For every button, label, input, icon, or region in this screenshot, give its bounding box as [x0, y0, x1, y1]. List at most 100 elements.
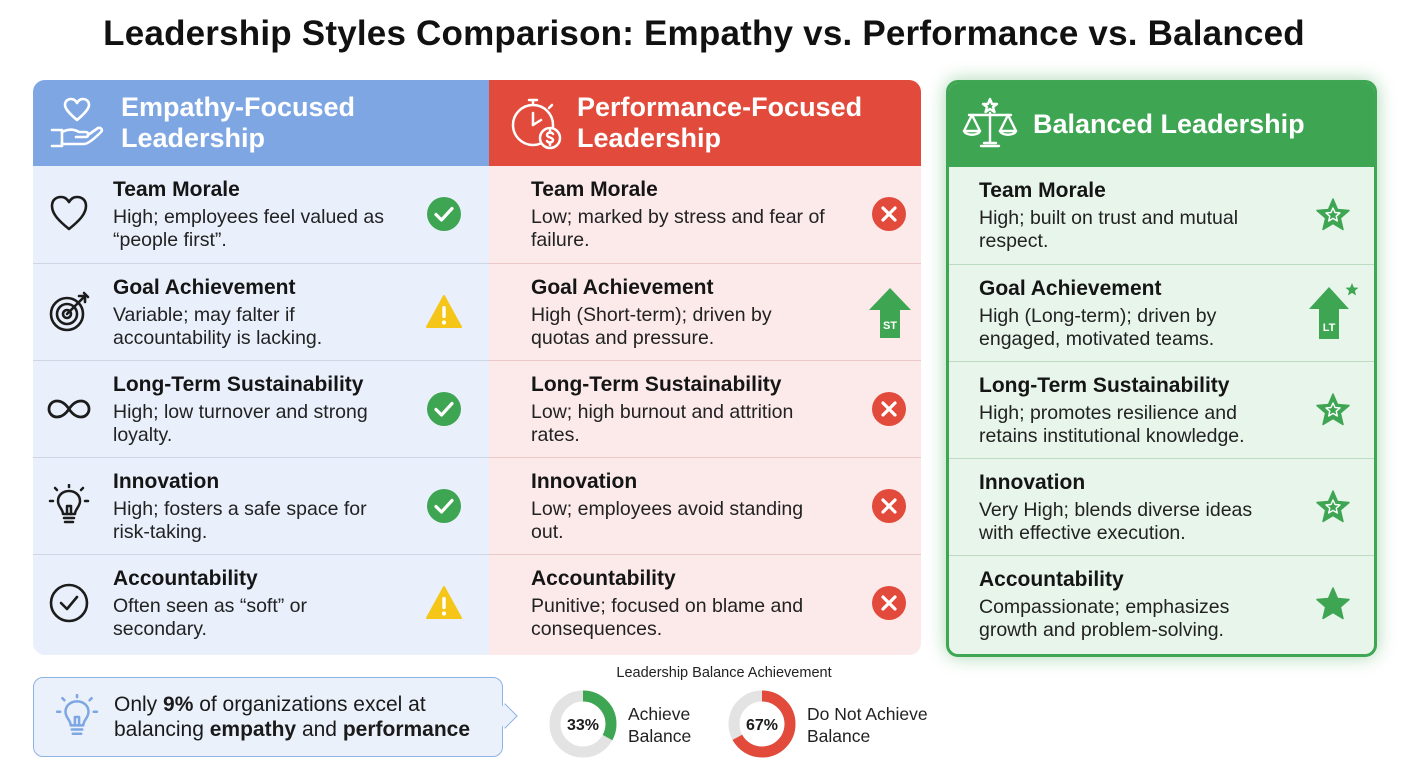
row-description-line1: Variable; may falter if — [113, 304, 295, 326]
row-title: Long-Term Sustainability — [531, 373, 782, 396]
check-icon — [427, 197, 461, 231]
empathy-row-long-term-sustainability: Long-Term Sustainability High; low turno… — [33, 360, 489, 457]
row-description: Variable; may falter if accountability i… — [113, 304, 413, 350]
check-circle-icon — [49, 583, 89, 623]
balanced-row-long-term-sustainability: Long-Term Sustainability High; promotes … — [949, 361, 1374, 458]
heart-icon — [50, 195, 88, 231]
performance-header: Performance-Focused Leadership — [489, 80, 921, 166]
row-description-line1: High; low turnover and strong — [113, 401, 368, 423]
balanced-header: Balanced Leadership — [949, 83, 1374, 167]
row-description: High; employees feel valued as “people f… — [113, 206, 413, 252]
heart-in-hand-icon — [50, 97, 104, 148]
row-description-line1: Very High; blends diverse ideas — [979, 499, 1253, 521]
row-description: Often seen as “soft” or secondary. — [113, 595, 413, 641]
row-description: High; low turnover and strong loyalty. — [113, 401, 413, 447]
row-description: High; fosters a safe space for risk-taki… — [113, 498, 413, 544]
row-title: Goal Achievement — [531, 276, 714, 299]
x-icon — [872, 392, 906, 426]
row-description-line2: growth and problem-solving. — [979, 619, 1224, 641]
performance-column: Performance-Focused Leadership Team Mora… — [489, 80, 921, 655]
performance-heading-line2: Leadership — [577, 123, 722, 153]
row-title: Accountability — [531, 567, 676, 590]
row-description-line1: Low; employees avoid standing — [531, 498, 804, 520]
callout-text-part: and — [296, 718, 343, 741]
callout-emphasis: empathy — [209, 718, 297, 741]
row-description: Low; marked by stress and fear of failur… — [531, 206, 861, 252]
lightbulb-icon — [48, 484, 90, 524]
warning-icon — [426, 295, 462, 328]
performance-row-accountability: Accountability Punitive; focused on blam… — [489, 554, 921, 651]
page-title: Leadership Styles Comparison: Empathy vs… — [103, 14, 1305, 53]
donut-label-line1: Do Not Achieve — [807, 704, 928, 724]
row-description-line2: loyalty. — [113, 424, 173, 446]
row-description-line2: failure. — [531, 229, 590, 251]
row-description-line1: High; employees feel valued as — [113, 206, 384, 228]
row-title: Accountability — [979, 568, 1124, 591]
row-description-line2: out. — [531, 521, 564, 543]
x-icon — [872, 197, 906, 231]
empathy-heading-line1: Empathy-Focused — [121, 92, 356, 122]
statistic-callout: Only 9% of organizations excel at balanc… — [33, 677, 503, 757]
infinity-icon — [47, 399, 91, 419]
donut-label-line2: Balance — [628, 726, 692, 746]
callout-text-part: Only — [114, 693, 164, 716]
row-description-line2: engaged, motivated teams. — [979, 328, 1215, 350]
star-icon — [1316, 490, 1350, 523]
target-icon — [49, 291, 90, 332]
row-description-line2: “people first”. — [113, 229, 227, 251]
performance-row-team-morale: Team Morale Low; marked by stress and fe… — [489, 166, 921, 263]
empathy-header: Empathy-Focused Leadership — [33, 80, 489, 166]
row-description-line2: risk-taking. — [113, 521, 208, 543]
row-title: Innovation — [531, 470, 638, 493]
balanced-row-innovation: Innovation Very High; blends diverse ide… — [949, 458, 1374, 555]
callout-text-part: balancing — [114, 718, 210, 741]
empathy-row-accountability: Accountability Often seen as “soft” or s… — [33, 554, 489, 651]
balanced-heading: Balanced Leadership — [1033, 109, 1305, 139]
row-description-line1: High (Long-term); driven by — [979, 305, 1217, 327]
arrow-badge-label: ST — [883, 320, 897, 332]
row-description-line2: secondary. — [113, 618, 207, 640]
row-description-line1: High; built on trust and mutual — [979, 207, 1239, 229]
row-description: High; promotes resilience and retains in… — [979, 402, 1289, 448]
empathy-row-team-morale: Team Morale High; employees feel valued … — [33, 166, 489, 263]
row-title: Goal Achievement — [979, 277, 1162, 300]
row-description-line2: with effective execution. — [979, 522, 1186, 544]
x-icon — [872, 489, 906, 523]
check-icon — [427, 489, 461, 523]
star-icon — [1316, 198, 1350, 231]
empathy-row-goal-achievement: Goal Achievement Variable; may falter if… — [33, 263, 489, 360]
not-achieve-balance-label: Do Not Achieve Balance — [807, 703, 928, 747]
not-achieve-balance-donut: 67% — [728, 690, 796, 758]
row-description-line2: quotas and pressure. — [531, 327, 715, 349]
row-title: Long-Term Sustainability — [113, 373, 364, 396]
donut-label-line2: Balance — [807, 726, 871, 746]
row-title: Team Morale — [113, 178, 240, 201]
donut-segment — [549, 690, 617, 758]
row-description: High; built on trust and mutual respect. — [979, 207, 1289, 253]
row-description: High (Long-term); driven by engaged, mot… — [979, 305, 1289, 351]
callout-text-part: of organizations excel at — [193, 693, 426, 716]
empathy-heading-line2: Leadership — [121, 123, 266, 153]
donut-segment — [728, 690, 796, 758]
row-title: Innovation — [113, 470, 220, 493]
row-description: Low; employees avoid standing out. — [531, 498, 861, 544]
donut-label-line1: Achieve — [628, 704, 691, 724]
x-icon — [872, 586, 906, 620]
arrow-up-star-icon: LT — [1309, 283, 1359, 339]
arrow-badge-label: LT — [1323, 322, 1336, 334]
donut-value-label: 67% — [746, 717, 778, 734]
row-description-line2: rates. — [531, 424, 580, 446]
row-description-line1: High; fosters a safe space for — [113, 498, 367, 520]
balance-chart-title: Leadership Balance Achievement — [616, 665, 832, 681]
row-description-line1: High; promotes resilience and — [979, 402, 1237, 424]
balanced-row-goal-achievement: Goal Achievement High (Long-term); drive… — [949, 264, 1374, 361]
check-icon — [427, 392, 461, 426]
star-icon — [1316, 587, 1350, 620]
row-title: Long-Term Sustainability — [979, 374, 1230, 397]
row-title: Accountability — [113, 567, 258, 590]
callout-text: Only 9% of organizations excel at balanc… — [114, 692, 470, 742]
callout-emphasis: performance — [342, 718, 471, 741]
achieve-balance-label: Achieve Balance — [628, 703, 691, 747]
performance-row-innovation: Innovation Low; employees avoid standing… — [489, 457, 921, 554]
row-description-line2: accountability is lacking. — [113, 327, 323, 349]
